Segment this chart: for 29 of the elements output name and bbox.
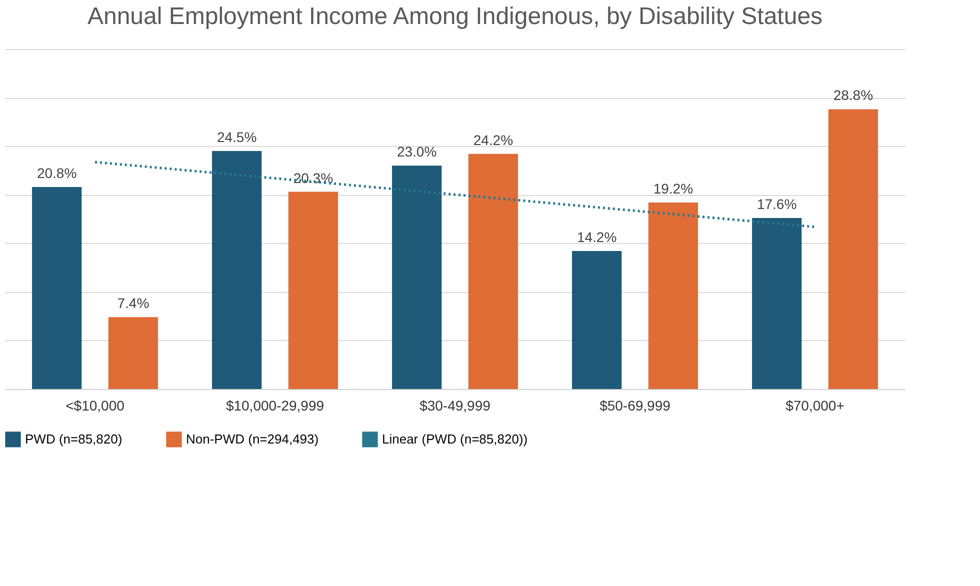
data-label: 23.0%	[396, 144, 437, 160]
bar	[468, 154, 518, 389]
legend-label: PWD (n=85,820)	[25, 431, 122, 446]
bar	[288, 192, 338, 389]
data-label: 14.2%	[576, 229, 617, 246]
legend-label: Linear (PWD (n=85,820))	[382, 431, 528, 446]
bar	[392, 166, 442, 389]
bar	[828, 109, 878, 389]
bar	[108, 317, 158, 389]
x-tick-label: <$10,000	[66, 398, 125, 414]
data-label: 7.4%	[117, 295, 150, 312]
data-label: 28.8%	[833, 87, 874, 104]
x-tick-label: $30-49,999	[420, 398, 491, 414]
data-label: 20.3%	[293, 170, 334, 186]
data-label: 17.6%	[756, 196, 797, 212]
data-label: 20.8%	[36, 164, 77, 181]
data-label: 19.2%	[653, 180, 694, 196]
x-tick-label: $50-69,999	[600, 398, 671, 414]
bar	[648, 202, 698, 389]
data-label: 24.2%	[473, 132, 514, 148]
bar	[32, 186, 82, 389]
x-tick-label: $10,000-29,999	[226, 398, 324, 414]
data-label: 24.5%	[216, 129, 257, 145]
bar	[212, 151, 262, 389]
bar	[752, 218, 802, 389]
legend-label: Non-PWD (n=294,493)	[186, 431, 319, 446]
x-tick-label: $70,000+	[786, 398, 844, 414]
chart-title: Annual Employment Income Among Indigenous, by Disability Statues	[87, 3, 823, 30]
bar	[572, 251, 622, 389]
